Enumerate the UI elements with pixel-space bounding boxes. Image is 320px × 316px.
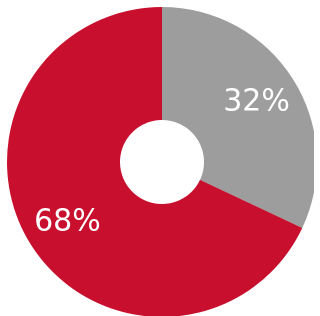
chart: 32% 68%: [0, 0, 314, 316]
data-label: 68%: [34, 204, 101, 239]
page: {"chart_data": {"type": "pie", "values":…: [0, 0, 320, 316]
data-label: 32%: [223, 83, 290, 118]
